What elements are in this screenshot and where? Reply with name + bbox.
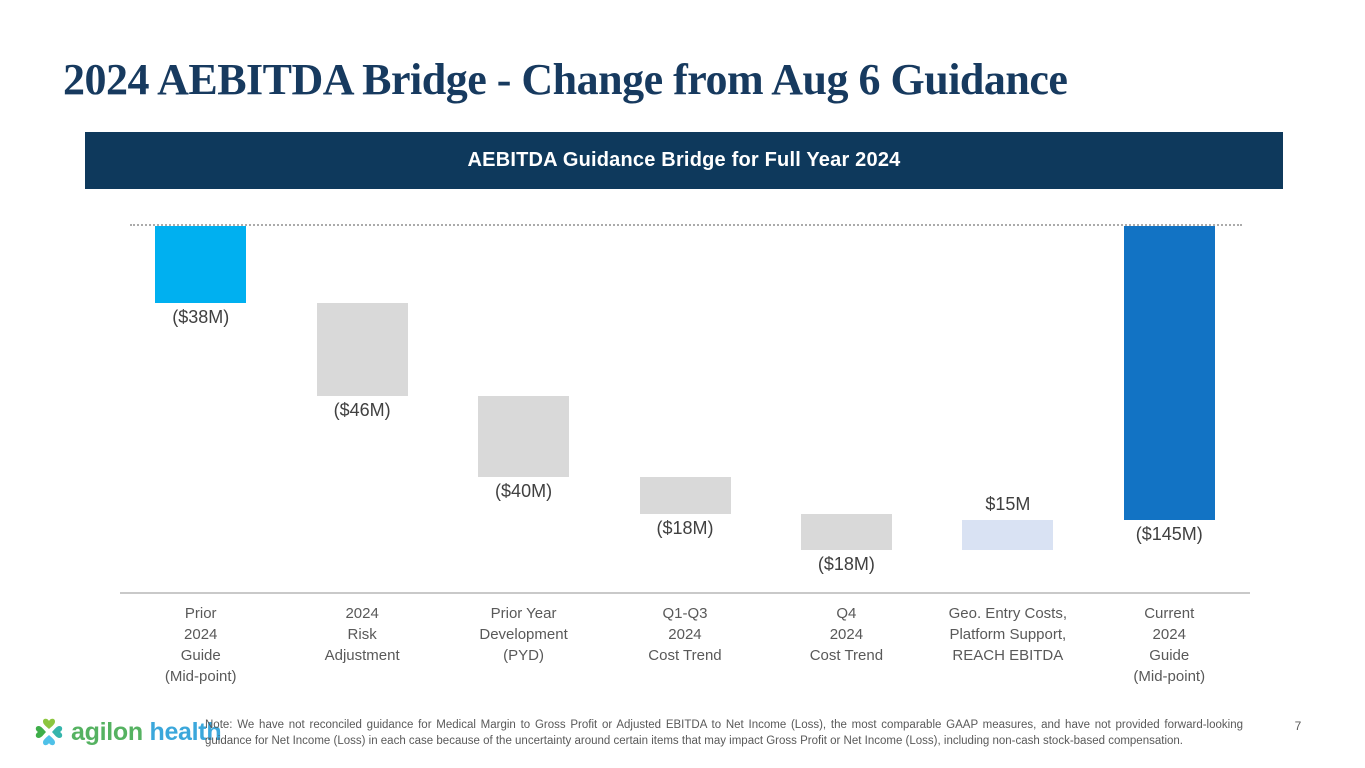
chart-title-banner: AEBITDA Guidance Bridge for Full Year 20… bbox=[85, 132, 1283, 189]
category-axis-labels: Prior 2024 Guide (Mid-point) 2024 Risk Adjustm… bbox=[120, 603, 1250, 687]
waterfall-bar-start-0 bbox=[155, 226, 247, 304]
waterfall-bar-decrease-1 bbox=[316, 303, 408, 397]
logo-wordmark: agilon health bbox=[71, 717, 222, 747]
logo-word-health: health bbox=[149, 717, 222, 746]
agilon-health-logo: agilon health bbox=[33, 716, 222, 748]
waterfall-bar-decrease-4 bbox=[800, 513, 892, 551]
category-label-1: 2024 Risk Adjustment bbox=[324, 605, 400, 664]
waterfall-bar-decrease-2 bbox=[478, 396, 570, 478]
waterfall-bar-total-6 bbox=[1123, 226, 1215, 520]
agilon-clover-icon bbox=[35, 718, 63, 746]
waterfall-bar-increase-5 bbox=[962, 519, 1054, 551]
bar-value-label: ($46M) bbox=[333, 400, 391, 421]
category-label-6: Current 2024 Guide (Mid-point) bbox=[1133, 605, 1206, 685]
category-label-2: Prior Year Development (PYD) bbox=[479, 605, 568, 664]
waterfall-bar-decrease-3 bbox=[639, 477, 731, 514]
logo-word-agilon: agilon bbox=[71, 717, 143, 746]
page-number: 7 bbox=[1294, 719, 1302, 733]
slide-title: 2024 AEBITDA Bridge - Change from Aug 6 … bbox=[63, 55, 1068, 104]
footnote-line-2: guidance for Net Income (Loss) in each c… bbox=[205, 735, 1183, 747]
category-label-0: Prior 2024 Guide (Mid-point) bbox=[164, 605, 237, 685]
chart-title: AEBITDA Guidance Bridge for Full Year 20… bbox=[467, 149, 901, 171]
category-label-3: Q1-Q3 2024 Cost Trend bbox=[648, 605, 722, 664]
zero-dotted-line bbox=[130, 224, 1242, 226]
bar-value-label: ($145M) bbox=[1135, 523, 1203, 544]
bar-value-label: $15M bbox=[985, 493, 1031, 514]
waterfall-chart: ($38M) ($46M) ($40M) ($18M) ($18M) $15M ($145M… bbox=[120, 226, 1250, 594]
footnote-line-1: Note: We have not reconciled guidance fo… bbox=[205, 719, 1243, 731]
bar-value-label: ($18M) bbox=[656, 517, 714, 538]
bar-value-label: ($40M) bbox=[495, 481, 553, 502]
bar-value-label: ($38M) bbox=[172, 307, 230, 328]
category-label-5: Geo. Entry Costs, Platform Support, REACH … bbox=[948, 605, 1067, 664]
category-label-4: Q4 2024 Cost Trend bbox=[809, 605, 884, 664]
footnote: Note: We have not reconciled guidance fo… bbox=[205, 717, 1243, 749]
bar-value-label: ($18M) bbox=[817, 554, 875, 575]
